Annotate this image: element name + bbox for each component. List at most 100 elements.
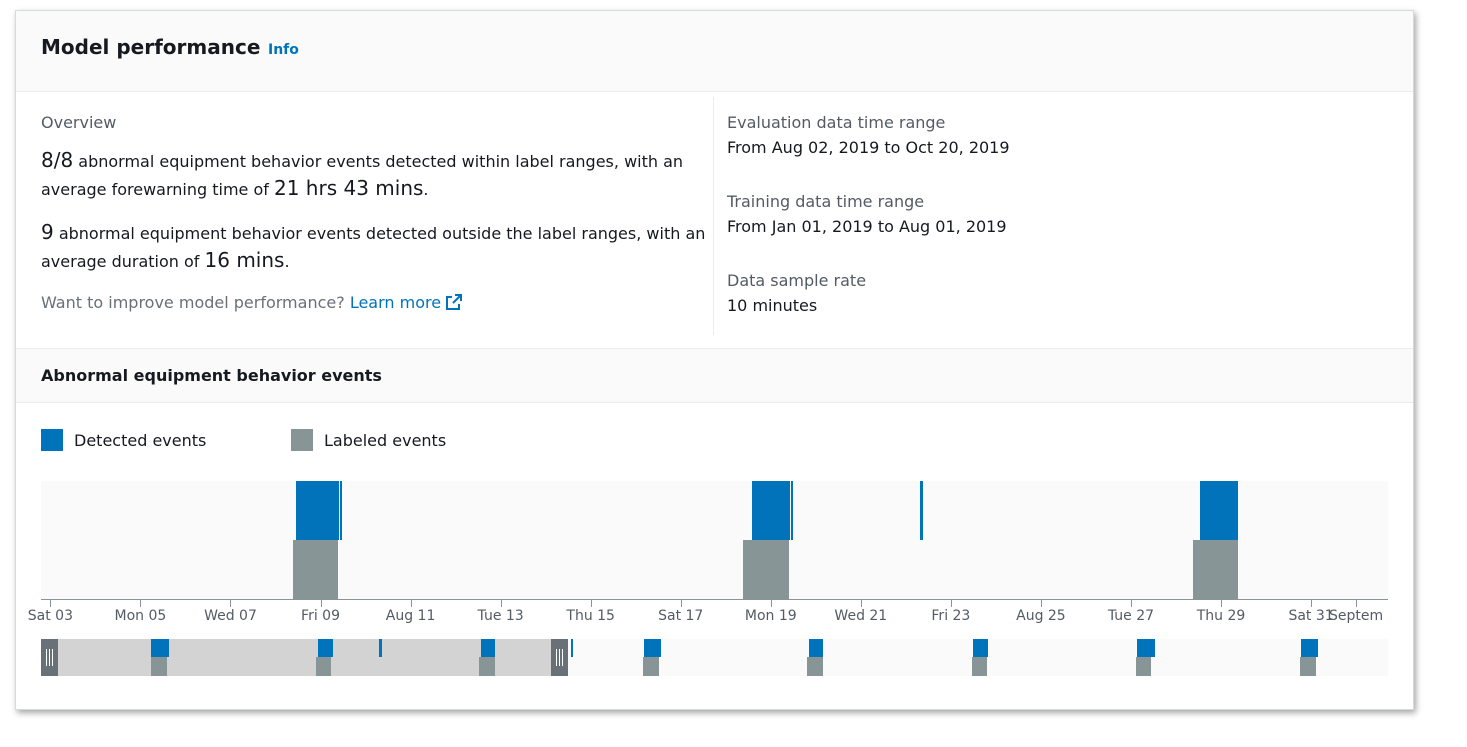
x-tick: [1130, 600, 1132, 607]
improve-question: Want to improve model performance?: [41, 293, 345, 312]
navigator-detected-event: [318, 639, 333, 657]
x-tick: [770, 600, 772, 607]
x-tick: [140, 600, 142, 607]
detected-event-bar: [752, 481, 791, 540]
x-tick-label: Fri 09: [301, 608, 340, 624]
detail-value: From Aug 02, 2019 to Oct 20, 2019: [727, 138, 1010, 157]
detected-outside-desc: abnormal equipment behavior events detec…: [41, 224, 706, 271]
navigator-labeled-event: [1299, 657, 1316, 676]
detected-outside-text: 9 abnormal equipment behavior events det…: [41, 219, 706, 275]
x-tick: [1040, 600, 1042, 607]
x-tick: [1356, 600, 1358, 607]
legend-label: Detected events: [74, 430, 207, 450]
navigator-labeled-event: [151, 657, 167, 676]
x-tick-label: Wed 07: [204, 608, 257, 624]
overview-section: Overview 8/8 abnormal equipment behavior…: [41, 113, 706, 312]
navigator-detected-event: [973, 639, 988, 657]
legend-swatch: [41, 429, 63, 451]
legend-labeled[interactable]: Labeled events: [291, 429, 446, 451]
x-tick: [500, 600, 502, 607]
x-tick: [320, 600, 322, 607]
detected-within-count: 8/8: [41, 148, 74, 172]
model-performance-card: Model performance Info Overview 8/8 abno…: [15, 10, 1414, 710]
labeled-event-bar: [1192, 540, 1238, 599]
events-timeline-chart: [41, 481, 1388, 599]
average-duration: 16 mins: [204, 248, 285, 272]
x-tick: [1311, 600, 1313, 607]
x-tick-label: Thu 29: [1196, 608, 1246, 624]
x-tick-label: Wed 21: [834, 608, 888, 624]
detected-outside-count: 9: [41, 220, 54, 244]
x-tick-label: Tue 13: [477, 608, 524, 624]
learn-more-link[interactable]: Learn more: [350, 293, 463, 312]
timeline-navigator[interactable]: [41, 639, 1388, 676]
training-range: Training data time range From Jan 01, 201…: [727, 192, 1007, 236]
detected-event-bar: [339, 481, 343, 540]
navigator-detected-event: [808, 639, 824, 657]
forewarning-time: 21 hrs 43 mins: [273, 176, 424, 200]
x-tick-label: Mon 19: [744, 608, 797, 624]
events-section-header: Abnormal equipment behavior events: [16, 348, 1413, 403]
x-tick: [590, 600, 592, 607]
x-tick-label: Mon 05: [114, 608, 167, 624]
x-tick: [680, 600, 682, 607]
detected-event-bar: [1199, 481, 1238, 540]
labeled-event-bar: [293, 540, 339, 599]
navigator-detected-event: [1301, 639, 1319, 657]
navigator-detected-event: [644, 639, 662, 657]
navigator-detected-event: [570, 639, 574, 657]
navigator-detected-event: [379, 639, 382, 657]
detail-value: 10 minutes: [727, 296, 818, 315]
improve-text: Want to improve model performance? Learn…: [41, 293, 463, 312]
x-tick: [50, 600, 52, 607]
navigator-detected-event: [1137, 639, 1155, 657]
x-tick: [1221, 600, 1223, 607]
column-divider: [713, 97, 714, 335]
x-tick-label: Sat 17: [658, 608, 704, 624]
navigator-labeled-event: [642, 657, 660, 676]
x-tick-label: Septem: [1329, 608, 1384, 624]
navigator-labeled-event: [806, 657, 824, 676]
x-tick-label: Fri 23: [931, 608, 971, 624]
detected-event-bar: [790, 481, 793, 540]
sample-rate: Data sample rate 10 minutes: [727, 271, 866, 315]
detected-within-text: 8/8 abnormal equipment behavior events d…: [41, 147, 706, 203]
navigator-labeled-event: [1135, 657, 1151, 676]
navigator-handle-right[interactable]: [551, 639, 569, 676]
legend-swatch: [291, 429, 313, 451]
x-tick-label: Tue 27: [1107, 608, 1155, 624]
detail-label: Evaluation data time range: [727, 113, 946, 132]
x-tick-label: Thu 15: [566, 608, 615, 624]
card-header: Model performance Info: [16, 11, 1413, 92]
evaluation-range: Evaluation data time range From Aug 02, 2…: [727, 113, 1010, 157]
navigator-labeled-event: [315, 657, 331, 676]
detail-label: Training data time range: [727, 192, 925, 211]
navigator-detected-event: [151, 639, 169, 657]
x-tick: [860, 600, 862, 607]
x-tick: [230, 600, 232, 607]
navigator-handle-left[interactable]: [41, 639, 58, 676]
x-tick-label: Aug 25: [1016, 608, 1066, 624]
legend-label: Labeled events: [324, 430, 447, 450]
info-link[interactable]: Info: [268, 42, 299, 58]
legend-detected[interactable]: Detected events: [41, 429, 206, 451]
period: .: [284, 252, 290, 271]
navigator-labeled-event: [479, 657, 495, 676]
detected-within-desc: abnormal equipment behavior events detec…: [41, 152, 684, 199]
detected-event-bar: [296, 481, 340, 540]
x-tick: [950, 600, 952, 607]
detected-event-bar: [919, 481, 923, 540]
x-tick-label: Aug 11: [385, 608, 436, 624]
section-title: Abnormal equipment behavior events: [41, 366, 382, 385]
navigator-labeled-event: [971, 657, 987, 676]
page-title: Model performance: [41, 35, 261, 59]
overview-label: Overview: [41, 113, 117, 132]
period: .: [423, 180, 429, 199]
x-tick-label: Sat 31: [1288, 608, 1334, 624]
detail-label: Data sample rate: [727, 271, 867, 290]
detail-value: From Jan 01, 2019 to Aug 01, 2019: [727, 217, 1007, 236]
navigator-detected-event: [480, 639, 495, 657]
external-link-icon: [446, 294, 463, 310]
labeled-event-bar: [742, 540, 789, 599]
x-tick: [410, 600, 412, 607]
